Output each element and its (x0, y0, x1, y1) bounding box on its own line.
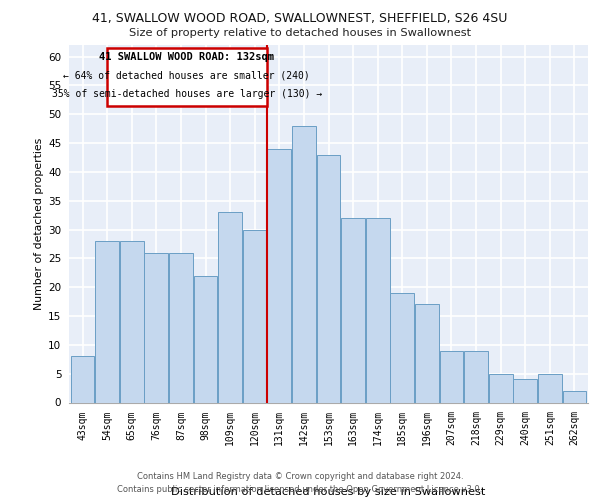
FancyBboxPatch shape (107, 48, 266, 106)
Bar (71, 356, 94, 403)
Bar (169, 252, 193, 402)
Bar (366, 218, 389, 402)
Bar (120, 241, 143, 402)
Text: Contains HM Land Registry data © Crown copyright and database right 2024.
Contai: Contains HM Land Registry data © Crown c… (118, 472, 482, 494)
Text: Size of property relative to detached houses in Swallownest: Size of property relative to detached ho… (129, 28, 471, 38)
Bar (145, 252, 168, 402)
Bar (341, 218, 365, 402)
Bar (268, 149, 291, 403)
Text: ← 64% of detached houses are smaller (240): ← 64% of detached houses are smaller (24… (64, 70, 310, 81)
Text: 41, SWALLOW WOOD ROAD, SWALLOWNEST, SHEFFIELD, S26 4SU: 41, SWALLOW WOOD ROAD, SWALLOWNEST, SHEF… (92, 12, 508, 25)
Y-axis label: Number of detached properties: Number of detached properties (34, 138, 44, 310)
Text: 41 SWALLOW WOOD ROAD: 132sqm: 41 SWALLOW WOOD ROAD: 132sqm (100, 52, 274, 62)
Bar (292, 126, 316, 402)
Bar (464, 350, 488, 403)
Bar (489, 374, 512, 402)
Bar (218, 212, 242, 402)
Bar (317, 154, 340, 402)
Bar (194, 276, 217, 402)
Bar (95, 241, 119, 402)
X-axis label: Distribution of detached houses by size in Swallownest: Distribution of detached houses by size … (172, 487, 485, 497)
Bar (415, 304, 439, 402)
Text: 35% of semi-detached houses are larger (130) →: 35% of semi-detached houses are larger (… (52, 88, 322, 99)
Bar (391, 293, 414, 403)
Bar (440, 350, 463, 403)
Bar (563, 391, 586, 402)
Bar (514, 380, 537, 402)
Bar (538, 374, 562, 402)
Bar (243, 230, 266, 402)
